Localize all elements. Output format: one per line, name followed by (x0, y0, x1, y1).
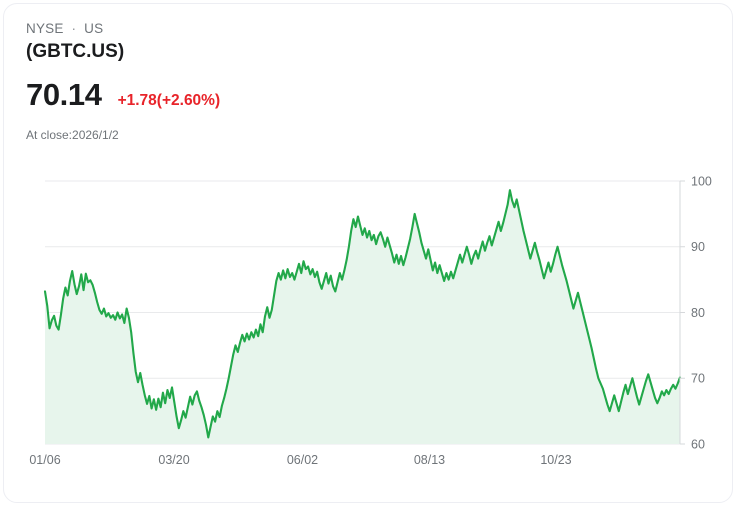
price-row: 70.14 +1.78(+2.60%) (26, 77, 526, 113)
last-price: 70.14 (26, 77, 102, 112)
x-axis-label: 03/20 (158, 453, 189, 467)
market-status-note: At close:2026/1/2 (26, 128, 119, 142)
stock-quote-card: NYSE · US (GBTC.US) 70.14 +1.78(+2.60%) … (3, 3, 733, 503)
x-axis-label: 10/23 (540, 453, 571, 467)
x-axis-label: 06/02 (287, 453, 318, 467)
chart-line (43, 189, 682, 439)
y-axis-label: 90 (691, 240, 705, 254)
x-axis-labels: 01/06 03/20 06/02 08/13 10/23 (29, 453, 571, 467)
price-chart[interactable]: 100 90 80 70 60 01/06 03/20 06/02 08/13 10/23 (4, 164, 733, 484)
price-change: +1.78(+2.60%) (117, 92, 221, 109)
y-axis-label: 70 (691, 372, 705, 386)
quote-header: NYSE · US (GBTC.US) 70.14 +1.78(+2.60%) … (26, 20, 526, 143)
exchange-name: NYSE (26, 21, 64, 36)
x-axis-label: 01/06 (29, 453, 60, 467)
ticker-symbol: (GBTC.US) (26, 41, 125, 62)
y-axis-label: 80 (691, 306, 705, 320)
separator-dot: · (71, 21, 77, 36)
exchange-region-row: NYSE · US (26, 20, 526, 38)
y-axis-ticks (680, 180, 685, 445)
price-chart-svg[interactable]: 100 90 80 70 60 01/06 03/20 06/02 08/13 10/23 (4, 164, 733, 484)
y-axis-label: 100 (691, 174, 712, 188)
region-name: US (84, 21, 104, 36)
x-axis-label: 08/13 (414, 453, 445, 467)
y-axis-labels: 100 90 80 70 60 (691, 174, 712, 451)
y-axis-label: 60 (691, 437, 705, 451)
chart-area-fill (45, 190, 680, 444)
